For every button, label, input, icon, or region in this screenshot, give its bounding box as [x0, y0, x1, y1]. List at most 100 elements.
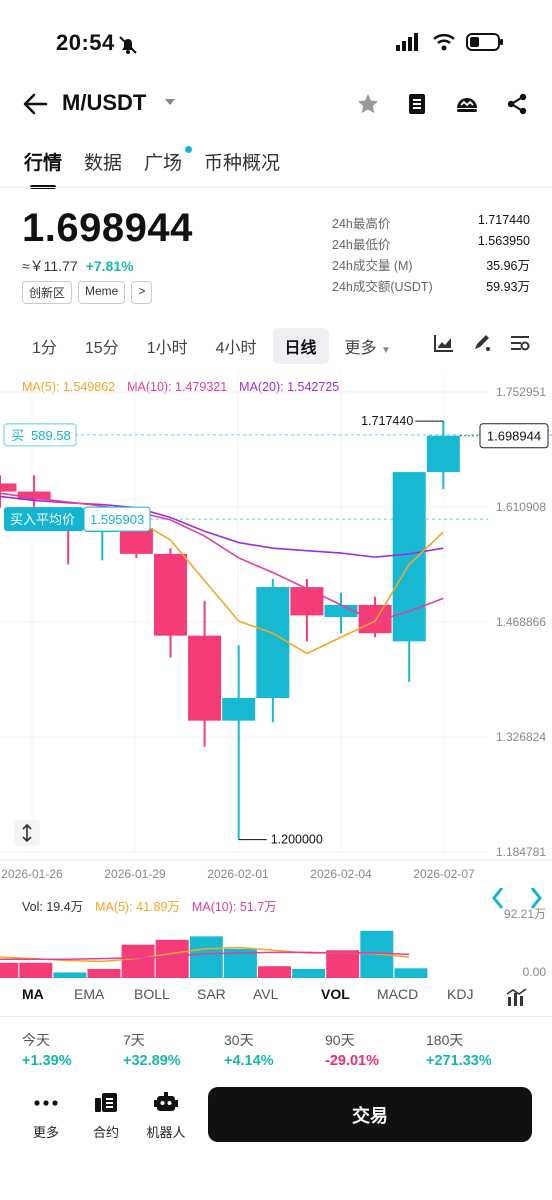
candle-body [154, 553, 187, 636]
candle-body [119, 527, 153, 554]
ind-boll[interactable]: BOLL [134, 986, 170, 1002]
tf-more[interactable]: 更多 ▼ [333, 328, 403, 364]
star-icon[interactable] [356, 92, 380, 116]
more-action[interactable]: 更多 [20, 1092, 72, 1141]
tag-meme[interactable]: Meme [78, 281, 126, 304]
stat-value: 35.96万 [486, 259, 530, 273]
mute-bell-icon [119, 36, 137, 54]
volume-bar [19, 962, 53, 978]
stat-label: 24h成交额(USDT) [332, 280, 433, 294]
x-tick-label: 2026-01-26 [1, 867, 63, 881]
stat-value: 1.563950 [477, 234, 530, 248]
share-icon[interactable] [505, 92, 529, 116]
y-tick-label: 1.752951 [496, 385, 546, 399]
robot-action[interactable]: 机器人 [140, 1092, 192, 1141]
buy-tag: 买 589.58 [3, 423, 77, 447]
ind-avl[interactable]: AVL [253, 986, 279, 1002]
tf-1min[interactable]: 1分 [32, 340, 57, 357]
signal-icon [396, 33, 418, 51]
performance-row: 今天 +1.39% 7天 +32.89% 30天 +4.14% 90天 -29.01% … [22, 1030, 527, 1069]
status-icons [396, 32, 504, 52]
pair-title[interactable]: M/USDT [62, 90, 147, 115]
ind-macd[interactable]: MACD [377, 986, 419, 1002]
perf-7d: 7天 +32.89% [123, 1030, 224, 1069]
tf-15min[interactable]: 15分 [84, 340, 119, 357]
more-icon [34, 1100, 58, 1106]
ind-ma[interactable]: MA [22, 986, 44, 1002]
avg-price-tag-box [4, 507, 84, 532]
volume-bar [326, 950, 360, 978]
tag-more[interactable]: > [131, 281, 153, 304]
candle-body [290, 587, 324, 616]
ind-kdj[interactable]: KDJ [447, 986, 474, 1002]
ind-vol[interactable]: VOL [321, 986, 350, 1002]
tf-more-caret-icon: ▼ [381, 345, 391, 356]
perf-label: 90天 [325, 1032, 355, 1048]
high-label: 1.717440 [361, 414, 413, 428]
volume-bar [258, 966, 292, 978]
tf-4h[interactable]: 4小时 [215, 340, 257, 357]
indicator-divider [0, 1016, 552, 1017]
contract-action[interactable]: 合约 [80, 1092, 132, 1141]
ind-sar[interactable]: SAR [197, 986, 226, 1002]
tf-daily[interactable]: 日线 [272, 328, 329, 364]
candle-body [358, 604, 392, 634]
ma-legend: MA(5): 1.549862 MA(10): 1.479321 MA(20):… [22, 380, 339, 394]
perf-180d: 180天 +271.33% [426, 1030, 527, 1069]
tab-data[interactable]: 数据 [84, 153, 123, 174]
candle-body [222, 697, 256, 721]
perf-value: +271.33% [426, 1053, 492, 1069]
tab-coin-overview[interactable]: 币种概况 [204, 153, 281, 174]
tf-1h[interactable]: 1小时 [146, 340, 188, 357]
tags: 创新区 Meme > [22, 281, 153, 304]
bot-face-icon[interactable] [454, 92, 480, 116]
ma10-legend: MA(10): 1.479321 [127, 380, 228, 394]
tab-square[interactable]: 广场 [144, 146, 193, 175]
perf-label: 180天 [426, 1032, 464, 1048]
volume-bar [394, 968, 428, 978]
back-arrow-icon[interactable] [22, 92, 48, 116]
indicator-chart-icon[interactable] [506, 988, 528, 1006]
ind-ema[interactable]: EMA [74, 986, 105, 1002]
y-tick-label: 1.610908 [496, 500, 546, 514]
bracket-left [492, 888, 504, 909]
chart-type-icon[interactable] [434, 334, 454, 352]
y-tick-label: 1.326824 [496, 730, 546, 744]
pair-dropdown-icon[interactable] [165, 99, 175, 105]
stat-label: 24h成交量 (M) [332, 259, 413, 273]
ma5-legend: MA(5): 1.549862 [22, 380, 116, 394]
vol-ma5-legend: MA(5): 41.89万 [95, 900, 180, 914]
indicator-settings-icon[interactable] [510, 334, 530, 352]
tab-market[interactable]: 行情 [24, 148, 62, 189]
robot-label: 机器人 [146, 1125, 186, 1140]
volume-bar [292, 968, 326, 978]
chart-tools [434, 334, 530, 352]
draw-tool-icon[interactable] [472, 334, 492, 352]
trade-button[interactable]: 交易 [208, 1087, 532, 1142]
stat-row: 24h成交量 (M) 35.96万 [332, 255, 530, 276]
vol-y-tick-label: 0.00 [523, 965, 547, 979]
tag-innovation-zone[interactable]: 创新区 [22, 281, 73, 304]
candlestick-chart[interactable]: 1.752951 1.610908 1.468866 1.326824 1.184781… [0, 372, 552, 882]
top-tabs: 行情 数据 广场 币种概况 [24, 146, 281, 189]
notification-dot [185, 146, 193, 153]
perf-value: +32.89% [123, 1053, 181, 1069]
notes-icon[interactable] [406, 92, 428, 116]
volume-bar [53, 972, 87, 978]
fullscreen-bracket-icon [492, 888, 542, 909]
stat-label: 24h最低价 [332, 238, 391, 252]
candle-body [0, 483, 17, 492]
ma10-line [0, 492, 444, 622]
x-tick-label: 2026-02-01 [207, 867, 269, 881]
perf-label: 今天 [22, 1032, 50, 1048]
x-tick-label: 2026-02-04 [310, 867, 372, 881]
perf-today: 今天 +1.39% [22, 1030, 123, 1069]
avg-price-tag-valuebox [83, 506, 151, 532]
tf-more-label: 更多 [344, 340, 377, 357]
bracket-right [530, 888, 542, 909]
stat-value: 1.717440 [477, 213, 530, 227]
volume-bar [121, 944, 155, 978]
x-tick-label: 2026-01-29 [104, 867, 166, 881]
volume-chart[interactable]: 92.21万 0.00 [0, 888, 552, 982]
last-price: 1.698944 [22, 206, 193, 250]
